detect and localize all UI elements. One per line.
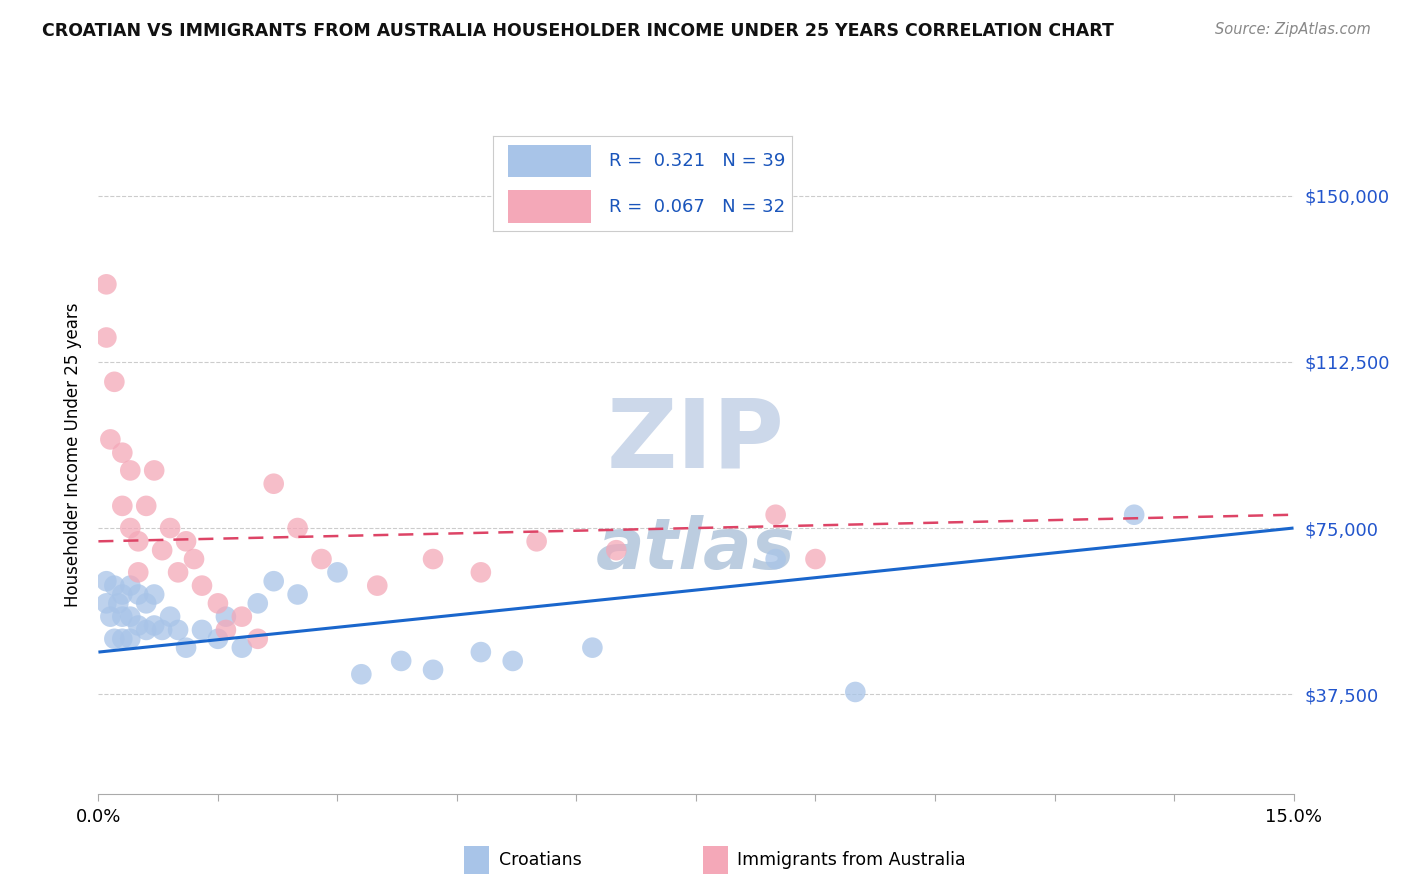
Point xyxy=(174,534,197,549)
Point xyxy=(143,463,166,477)
Point xyxy=(127,587,149,601)
Point xyxy=(150,543,173,558)
Point xyxy=(844,685,866,699)
Point xyxy=(96,330,118,344)
Point xyxy=(159,609,181,624)
Y-axis label: Householder Income Under 25 years: Householder Income Under 25 years xyxy=(63,302,82,607)
Point xyxy=(1123,508,1146,522)
Text: Immigrants from Australia: Immigrants from Australia xyxy=(737,851,966,869)
Point xyxy=(111,499,134,513)
Point xyxy=(150,623,173,637)
Point xyxy=(135,623,157,637)
Point xyxy=(143,587,166,601)
Point xyxy=(422,552,444,566)
Point xyxy=(159,521,181,535)
Point xyxy=(526,534,548,549)
Point xyxy=(502,654,524,668)
Point xyxy=(191,623,214,637)
Point xyxy=(111,587,134,601)
Point xyxy=(422,663,444,677)
Point xyxy=(765,552,787,566)
FancyBboxPatch shape xyxy=(508,190,592,223)
Point xyxy=(111,632,134,646)
Text: atlas: atlas xyxy=(596,516,796,584)
Point xyxy=(120,521,142,535)
Point xyxy=(111,446,134,460)
Point xyxy=(120,579,142,593)
Point xyxy=(120,463,142,477)
Point xyxy=(207,596,229,610)
Point xyxy=(127,566,149,580)
Point xyxy=(287,587,309,601)
Text: R =  0.067   N = 32: R = 0.067 N = 32 xyxy=(609,197,786,216)
Point xyxy=(167,623,190,637)
Text: Croatians: Croatians xyxy=(499,851,582,869)
Point xyxy=(96,277,118,292)
Point xyxy=(143,618,166,632)
Point xyxy=(311,552,333,566)
Point xyxy=(98,609,122,624)
Point xyxy=(605,543,627,558)
Point xyxy=(135,499,157,513)
Point xyxy=(326,566,349,580)
Point xyxy=(470,566,492,580)
Text: R =  0.321   N = 39: R = 0.321 N = 39 xyxy=(609,152,786,170)
Point xyxy=(107,596,129,610)
Point xyxy=(103,375,125,389)
Point xyxy=(350,667,373,681)
Text: ZIP: ZIP xyxy=(607,395,785,488)
Point xyxy=(103,579,125,593)
Point xyxy=(98,433,122,447)
Point xyxy=(120,632,142,646)
Point xyxy=(231,640,253,655)
Point xyxy=(765,508,787,522)
Point xyxy=(96,574,118,589)
Point xyxy=(263,476,285,491)
Point xyxy=(389,654,412,668)
Point xyxy=(215,623,238,637)
Point xyxy=(103,632,125,646)
Point xyxy=(127,618,149,632)
Text: Source: ZipAtlas.com: Source: ZipAtlas.com xyxy=(1215,22,1371,37)
Point xyxy=(174,640,197,655)
Point xyxy=(135,596,157,610)
Point xyxy=(167,566,190,580)
Point xyxy=(804,552,827,566)
Point xyxy=(231,609,253,624)
Point xyxy=(127,534,149,549)
Point xyxy=(191,579,214,593)
FancyBboxPatch shape xyxy=(508,145,592,178)
Point xyxy=(183,552,205,566)
Point xyxy=(96,596,118,610)
Point xyxy=(207,632,229,646)
Point xyxy=(287,521,309,535)
Point xyxy=(470,645,492,659)
Point xyxy=(581,640,603,655)
Point xyxy=(246,632,269,646)
Text: CROATIAN VS IMMIGRANTS FROM AUSTRALIA HOUSEHOLDER INCOME UNDER 25 YEARS CORRELAT: CROATIAN VS IMMIGRANTS FROM AUSTRALIA HO… xyxy=(42,22,1114,40)
Point xyxy=(111,609,134,624)
Point xyxy=(215,609,238,624)
Point xyxy=(120,609,142,624)
Point xyxy=(246,596,269,610)
Point xyxy=(263,574,285,589)
Point xyxy=(366,579,388,593)
